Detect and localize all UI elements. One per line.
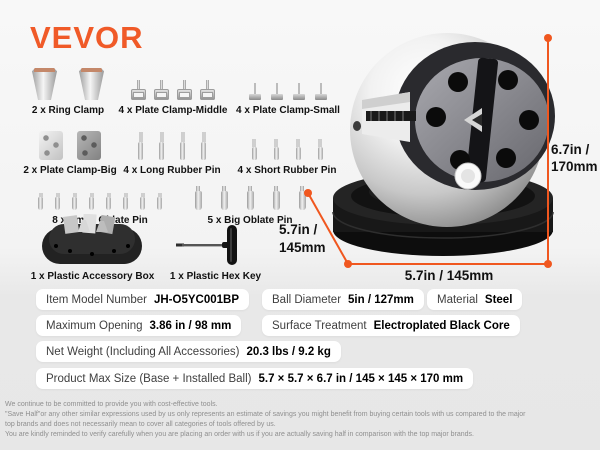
spec-label: Net Weight (Including All Accessories) <box>46 345 240 358</box>
vevor-logo: VEVOR <box>30 20 144 55</box>
accessory-label: 4 x Plate Clamp-Middle <box>118 105 228 116</box>
spec-pill-max-opening: Maximum Opening 3.86 in / 98 mm <box>36 315 242 336</box>
plate-clamp-small-icon <box>271 83 283 100</box>
accessory-label: 2 x Ring Clamp <box>31 105 105 116</box>
plate-clamp-small-icon <box>249 82 327 100</box>
long-rubber-pin-icon <box>159 142 164 160</box>
accessory-label: 1 x Plastic Accessory Box <box>30 271 155 282</box>
small-oblate-pin-icon <box>38 197 43 210</box>
accessory-label: 4 x Long Rubber Pin <box>123 165 221 176</box>
small-oblate-pin-icon <box>140 197 145 210</box>
accessory-group-big-oblate-pin: 5 x Big Oblate Pin <box>185 178 315 226</box>
plate-clamp-middle-icon <box>131 80 146 100</box>
accessory-group-ring-clamp: 2 x Ring Clamp <box>22 64 114 116</box>
disclaimer-line: We continue to be committed to provide y… <box>5 401 218 408</box>
spec-value: Steel <box>484 293 513 306</box>
plate-clamp-big-icon <box>39 131 63 160</box>
accessory-group-hex-key: 1 x Plastic Hex Key <box>163 222 268 282</box>
big-oblate-pin-icon <box>246 191 254 210</box>
plate-clamp-big-icon <box>39 131 101 160</box>
accessory-group-plate-clamp-middle: 4 x Plate Clamp-Middle <box>118 64 228 116</box>
long-rubber-pin-icon <box>138 142 143 160</box>
plate-clamp-big-icon <box>77 131 101 160</box>
accessory-group-accessory-box: 1 x Plastic Accessory Box <box>25 210 160 282</box>
accessory-group-plate-clamp-small: 4 x Plate Clamp-Small <box>234 64 342 116</box>
disclaimer-line: top brands and does not necessarily mean… <box>5 421 276 428</box>
spec-value: 5.7 × 5.7 × 6.7 in / 145 × 145 × 170 mm <box>258 372 464 385</box>
short-rubber-pin-icon <box>273 147 279 160</box>
dim-width-label: 5.7in / 145mm <box>404 268 494 283</box>
long-rubber-pin-icon <box>138 130 206 160</box>
spec-pill-surface-treatment: Surface Treatment Electroplated Black Co… <box>262 315 520 336</box>
accessory-label: 2 x Plate Clamp-Big <box>23 165 117 176</box>
plate-clamp-middle-icon <box>131 79 215 100</box>
short-rubber-pin-icon <box>295 147 301 160</box>
accessory-box-icon <box>42 214 142 264</box>
accessory-group-plate-clamp-big: 2 x Plate Clamp-Big <box>22 124 118 176</box>
disclaimer-line: You are kindly reminded to verify carefu… <box>5 431 474 438</box>
small-oblate-pin-icon <box>106 197 111 210</box>
short-rubber-pin-icon <box>317 147 323 160</box>
ball-vise-product-image <box>304 33 555 268</box>
ring-clamp-icon <box>32 68 57 100</box>
spec-label: Material <box>437 293 478 306</box>
big-oblate-pin-icon <box>298 191 306 210</box>
spec-label: Surface Treatment <box>272 319 367 332</box>
plate-clamp-middle-icon <box>177 80 192 100</box>
dim-depth-label: 5.7in / 145mm <box>279 222 326 255</box>
ring-clamp-icon <box>32 68 104 100</box>
spec-label: Ball Diameter <box>272 293 342 306</box>
spec-pill-ball-diameter: Ball Diameter 5in / 127mm <box>262 289 424 310</box>
plate-clamp-middle-icon <box>154 80 169 100</box>
small-oblate-pin-icon <box>157 197 162 210</box>
hex-key-icon <box>175 225 237 265</box>
dimension-lines <box>307 38 549 265</box>
accessory-label: 4 x Short Rubber Pin <box>237 165 337 176</box>
plate-clamp-small-icon <box>315 83 327 100</box>
long-rubber-pin-icon <box>180 142 185 160</box>
short-rubber-pin-icon <box>251 138 323 160</box>
big-oblate-pin-icon <box>194 191 202 210</box>
accessory-label: 5 x Big Oblate Pin <box>207 215 293 226</box>
accessory-group-long-rubber-pin: 4 x Long Rubber Pin <box>120 124 224 176</box>
plate-clamp-middle-icon <box>200 80 215 100</box>
plate-clamp-small-icon <box>249 83 261 100</box>
disclaimer-line: "Save Half"or any other similar expressi… <box>5 411 526 418</box>
accessory-group-short-rubber-pin: 4 x Short Rubber Pin <box>232 124 342 176</box>
spec-value: 3.86 in / 98 mm <box>149 319 232 332</box>
long-rubber-pin-icon <box>201 142 206 160</box>
small-oblate-pin-icon <box>123 197 128 210</box>
dim-height-label: 6.7in / 170mm <box>551 142 598 174</box>
spec-label: Product Max Size (Base + Installed Ball) <box>46 372 252 385</box>
spec-value: 5in / 127mm <box>348 293 414 306</box>
small-oblate-pin-icon <box>55 197 60 210</box>
big-oblate-pin-icon <box>272 191 280 210</box>
accessory-label: 8 x Small Oblate Pin <box>52 215 148 226</box>
accessory-label: 1 x Plastic Hex Key <box>169 271 262 282</box>
small-oblate-pin-icon <box>72 197 77 210</box>
spec-label: Item Model Number <box>46 293 147 306</box>
ring-clamp-icon <box>79 68 104 100</box>
spec-pill-max-size: Product Max Size (Base + Installed Ball)… <box>36 368 474 389</box>
small-oblate-pin-icon <box>89 197 94 210</box>
big-oblate-pin-icon <box>220 191 228 210</box>
spec-pill-material: Material Steel <box>427 289 523 310</box>
accessory-label: 4 x Plate Clamp-Small <box>236 105 340 116</box>
plate-clamp-small-icon <box>293 83 305 100</box>
spec-value: 20.3 lbs / 9.2 kg <box>246 345 331 358</box>
small-oblate-pin-icon <box>38 192 162 210</box>
spec-pill-net-weight: Net Weight (Including All Accessories) 2… <box>36 341 341 362</box>
short-rubber-pin-icon <box>251 147 257 160</box>
spec-value: Electroplated Black Core <box>373 319 510 332</box>
spec-value: JH-O5YC001BP <box>153 293 239 306</box>
disclaimer: We continue to be committed to provide y… <box>5 400 526 440</box>
spec-pill-item-model: Item Model Number JH-O5YC001BP <box>36 289 249 310</box>
accessory-group-small-oblate-pin: 8 x Small Oblate Pin <box>25 178 175 226</box>
spec-label: Maximum Opening <box>46 319 143 332</box>
big-oblate-pin-icon <box>194 185 306 210</box>
